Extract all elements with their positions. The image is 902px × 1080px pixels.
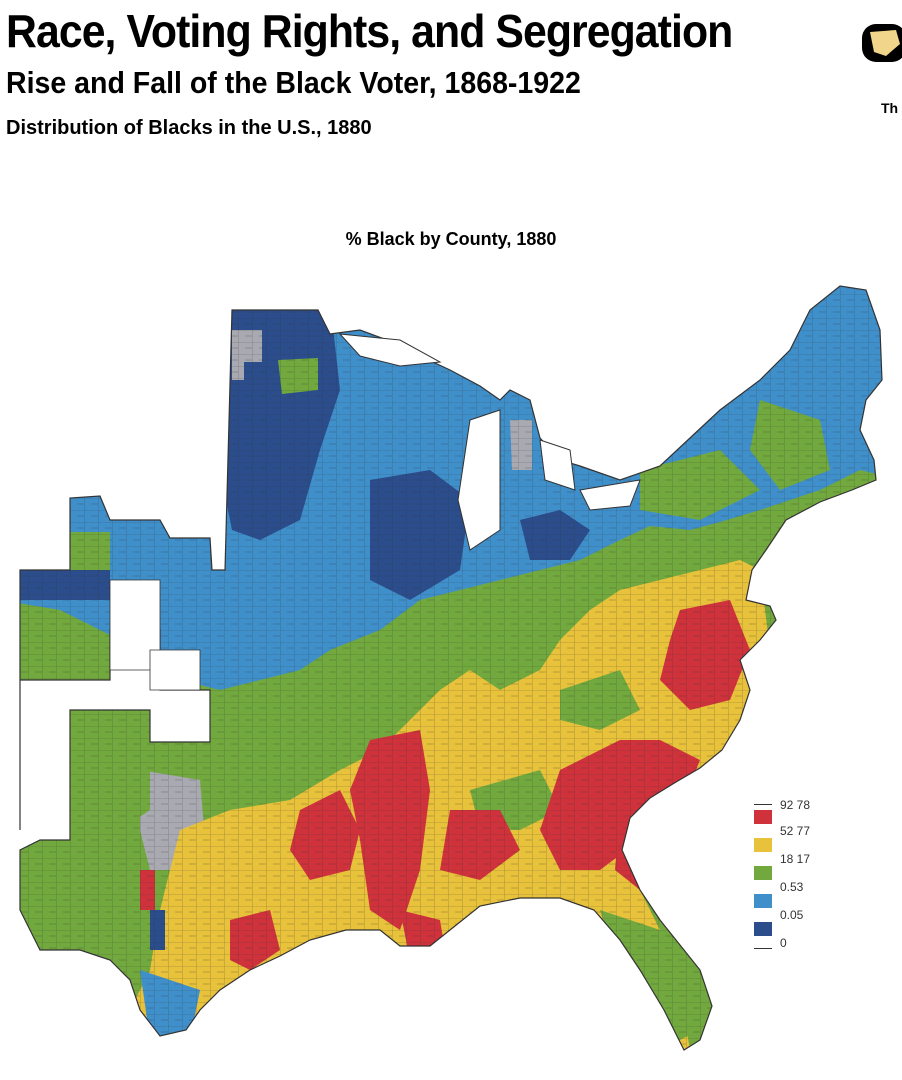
legend-label-6: 0 <box>780 936 787 950</box>
legend-label-4: 0.53 <box>780 880 804 894</box>
county-map <box>0 270 902 1065</box>
legend-swatch-mid <box>754 866 772 880</box>
legend-label-3: 18 17 <box>780 852 811 866</box>
legend-swatch-high <box>754 810 772 824</box>
legend-swatch-lowest <box>754 922 772 936</box>
map-title: % Black by County, 1880 <box>345 229 557 249</box>
logo-text: Th <box>881 100 899 116</box>
legend-swatch-low <box>754 894 772 908</box>
county-map-svg <box>19 285 883 1051</box>
legend-swatch-mid-high <box>754 838 772 852</box>
map-legend: 92 78 52 77 18 17 0.53 0.05 0 <box>748 796 858 962</box>
legend-label-2: 52 77 <box>780 824 811 838</box>
legend-label-1: 92 78 <box>780 798 811 812</box>
page-subtitle: Rise and Fall of the Black Voter, 1868-1… <box>6 65 581 100</box>
legend-tick <box>754 948 772 949</box>
legend-label-5: 0.05 <box>780 908 804 922</box>
legend-tick <box>754 804 772 805</box>
logo <box>860 20 902 130</box>
logo-icon <box>862 24 902 62</box>
map-caption: Distribution of Blacks in the U.S., 1880 <box>6 117 372 139</box>
page-title: Race, Voting Rights, and Segregation <box>6 5 733 57</box>
